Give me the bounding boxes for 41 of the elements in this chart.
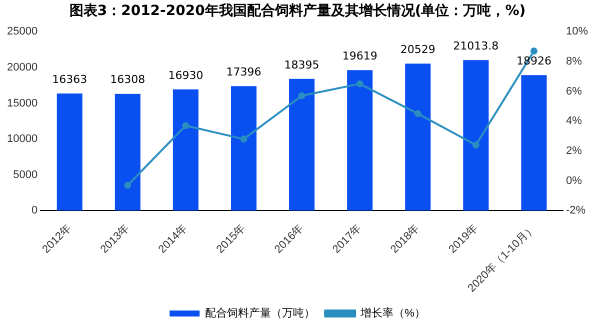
point: [182, 122, 190, 130]
data-label: 21013.8: [453, 40, 499, 53]
y2-tick-label: 6%: [566, 85, 582, 98]
point: [124, 182, 132, 189]
data-label: 17396: [226, 65, 262, 78]
point: [240, 136, 248, 143]
legend-label: 配合饲料产量（万吨）: [205, 306, 316, 320]
data-label: 16930: [168, 68, 204, 82]
bar: [289, 78, 315, 211]
y-tick-label: 25000: [6, 26, 38, 38]
y-tick-label: 5000: [13, 168, 38, 181]
bar: [521, 75, 547, 211]
point: [414, 110, 422, 118]
legend-label: 增长率（%）: [360, 306, 426, 320]
data-label: 18395: [284, 58, 320, 72]
point: [530, 48, 538, 54]
y2-tick-label: -2%: [566, 204, 586, 217]
y2-tick-label: 8%: [566, 55, 582, 68]
bar: [347, 70, 373, 211]
chart-title: 图表3：2012-2020年我国配合饲料产量及其增长情况(单位：万吨，%): [68, 2, 527, 21]
bar: [230, 86, 257, 211]
y-tick-label: 15000: [6, 97, 38, 110]
point: [356, 80, 364, 88]
bar: [114, 94, 140, 211]
point: [298, 92, 306, 100]
y2-tick-label: 4%: [566, 115, 582, 128]
y2-tick-label: 10%: [566, 26, 588, 38]
bar: [172, 89, 198, 211]
data-label: 16363: [52, 72, 88, 86]
data-label: 19619: [342, 50, 378, 63]
data-label: 20529: [400, 42, 436, 56]
y2-tick-label: 0%: [566, 174, 582, 187]
bar: [463, 60, 489, 211]
bar: [405, 64, 431, 211]
data-label: 16308: [110, 73, 146, 86]
y-tick-label: 20000: [6, 61, 38, 74]
y2-tick-label: 2%: [566, 145, 582, 158]
y-tick-label: 10000: [6, 133, 38, 146]
bar: [56, 93, 82, 211]
y-tick-label: 0: [31, 204, 38, 217]
point: [472, 142, 480, 149]
